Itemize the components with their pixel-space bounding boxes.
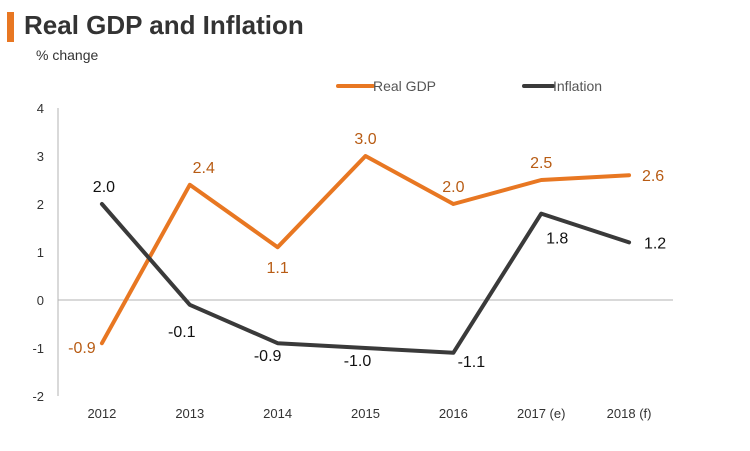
data-label-series1: 2.0 [93, 179, 115, 196]
axes-group: 4 3 2 1 0 -1 -2 2012 2013 2014 2015 2016 2017 (e) 201… [32, 101, 673, 421]
y-tick-label: -2 [32, 389, 44, 404]
x-tick-label: 2014 [263, 406, 292, 421]
data-label-series1: -0.9 [254, 348, 282, 365]
data-label-series0: 2.6 [642, 168, 664, 185]
title-accent-bar [7, 12, 14, 42]
chart-title: Real GDP and Inflation [24, 10, 304, 40]
data-label-series0: 1.1 [267, 260, 289, 277]
y-tick-label: -1 [32, 341, 44, 356]
legend-label-1: Inflation [553, 78, 602, 94]
y-tick-label: 1 [37, 245, 44, 260]
series-line-1 [99, 202, 632, 355]
y-tick-label: 0 [37, 293, 44, 308]
data-label-series1: -1.0 [344, 353, 372, 370]
data-label-series1: -1.1 [458, 354, 486, 371]
data-label-series1: -0.1 [168, 324, 196, 341]
x-tick-label: 2013 [175, 406, 204, 421]
data-label-series0: 3.0 [354, 131, 376, 148]
series-group: -0.9 2.4 1.1 3.0 2.0 2.5 2.6 2.0 -0.1 -0.9 -1.0 -1.… [68, 131, 666, 371]
x-tick-label: 2012 [87, 406, 116, 421]
data-label-series1: 1.8 [546, 231, 568, 248]
legend-label-0: Real GDP [373, 78, 436, 94]
y-tick-label: 3 [37, 149, 44, 164]
x-tick-label: 2015 [351, 406, 380, 421]
x-tick-label: 2018 (f) [607, 406, 652, 421]
x-tick-label: 2017 (e) [517, 406, 565, 421]
legend-group: Real GDP Inflation [336, 78, 602, 94]
data-label-series0: -0.9 [68, 340, 96, 357]
data-label-series0: 2.5 [530, 155, 552, 172]
series-line-0 [99, 154, 632, 346]
data-label-series0: 2.4 [193, 160, 215, 177]
chart-subtitle: % change [36, 47, 99, 63]
y-tick-label: 2 [37, 197, 44, 212]
x-tick-label: 2016 [439, 406, 468, 421]
y-tick-label: 4 [37, 101, 44, 116]
data-label-series1: 1.2 [644, 235, 666, 252]
data-label-series0: 2.0 [442, 179, 464, 196]
